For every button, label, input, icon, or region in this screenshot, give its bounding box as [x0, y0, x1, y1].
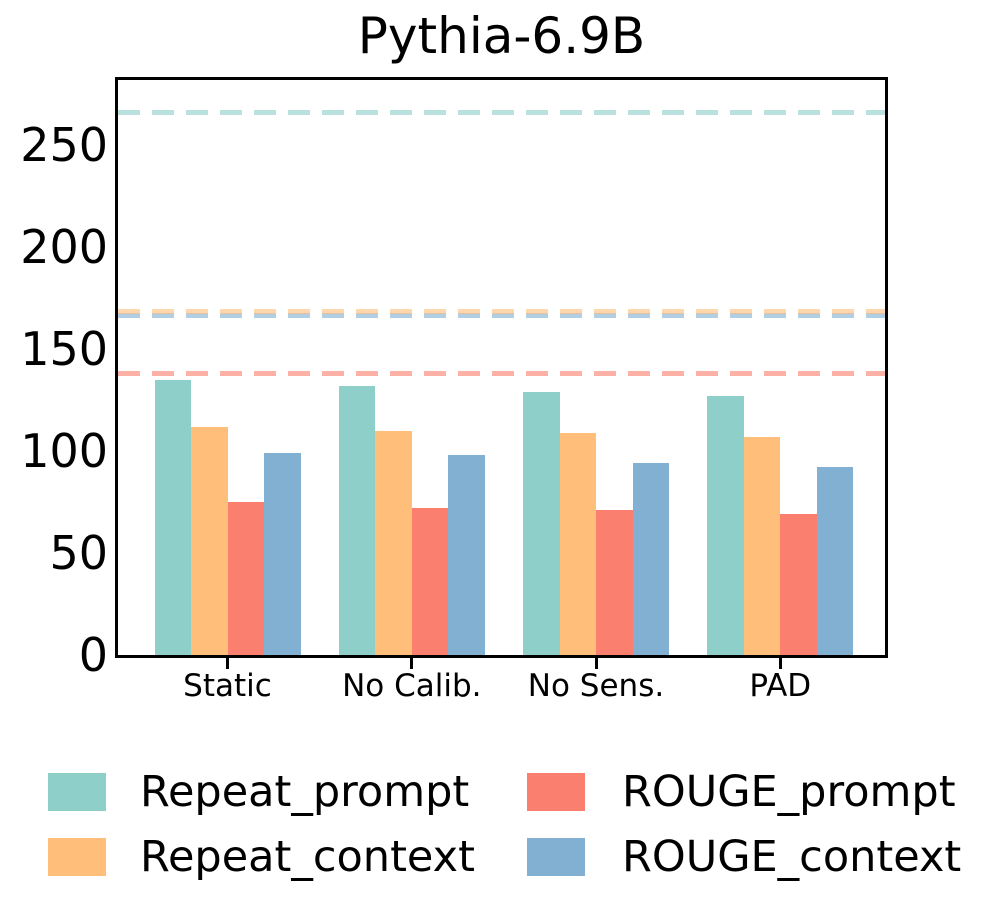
bar-repeat_prompt-no-sens — [523, 391, 560, 655]
legend-swatch-rouge_context — [527, 838, 585, 876]
bar-rouge_context-static — [264, 453, 301, 655]
ytick-label-0: 0 — [78, 628, 108, 682]
refline-rouge_context — [118, 313, 885, 319]
xtick-mark-2 — [410, 658, 414, 669]
bar-repeat_prompt-no-calib — [338, 385, 376, 655]
xtick-label-no-sens: No Sens. — [527, 668, 665, 704]
legend-swatch-rouge_prompt — [527, 773, 585, 811]
ytick-label-150: 150 — [20, 322, 108, 377]
bar-rouge_context-pad — [816, 467, 854, 655]
legend-item-rouge_prompt: ROUGE_prompt — [527, 768, 956, 816]
bar-repeat_prompt-pad — [707, 396, 744, 655]
chart-title: Pythia-6.9B — [357, 7, 646, 65]
xtick-label-no-calib: No Calib. — [342, 668, 482, 704]
xtick-label-static: Static — [183, 668, 272, 704]
ytick-label-200: 200 — [20, 220, 108, 275]
xtick-mark-4 — [778, 658, 782, 669]
refline-rouge_prompt — [118, 371, 885, 377]
bar-repeat_context-no-calib — [375, 430, 412, 655]
refline-repeat_context — [118, 308, 885, 314]
bar-repeat_context-static — [191, 426, 228, 655]
bar-rouge_context-no-sens — [632, 463, 669, 655]
ytick-label-50: 50 — [49, 526, 108, 581]
bar-rouge_prompt-static — [227, 502, 264, 655]
legend-label-rouge_prompt: ROUGE_prompt — [622, 767, 956, 817]
bar-rouge_prompt-pad — [780, 514, 817, 655]
legend-item-repeat_context: Repeat_context — [48, 833, 475, 881]
bar-repeat_context-pad — [743, 436, 781, 655]
xtick-mark-1 — [226, 658, 229, 669]
bar-repeat_context-no-sens — [559, 432, 596, 655]
xtick-mark-3 — [594, 658, 598, 669]
bar-rouge_prompt-no-sens — [596, 510, 633, 655]
xtick-label-pad: PAD — [749, 668, 812, 704]
bar-repeat_prompt-static — [154, 379, 191, 655]
legend-label-repeat_context: Repeat_context — [140, 832, 475, 882]
legend-item-rouge_context: ROUGE_context — [527, 833, 961, 881]
ytick-label-100: 100 — [20, 424, 108, 479]
refline-repeat_prompt — [118, 110, 885, 116]
legend-item-repeat_prompt: Repeat_prompt — [48, 768, 469, 816]
bar-rouge_context-no-calib — [448, 455, 485, 655]
legend-label-repeat_prompt: Repeat_prompt — [140, 767, 470, 817]
legend-swatch-repeat_context — [48, 838, 106, 876]
legend-swatch-repeat_prompt — [48, 773, 106, 811]
ytick-label-250: 250 — [20, 118, 108, 173]
bar-rouge_prompt-no-calib — [411, 508, 449, 655]
plot-area — [115, 77, 888, 658]
legend-label-rouge_context: ROUGE_context — [622, 832, 962, 882]
